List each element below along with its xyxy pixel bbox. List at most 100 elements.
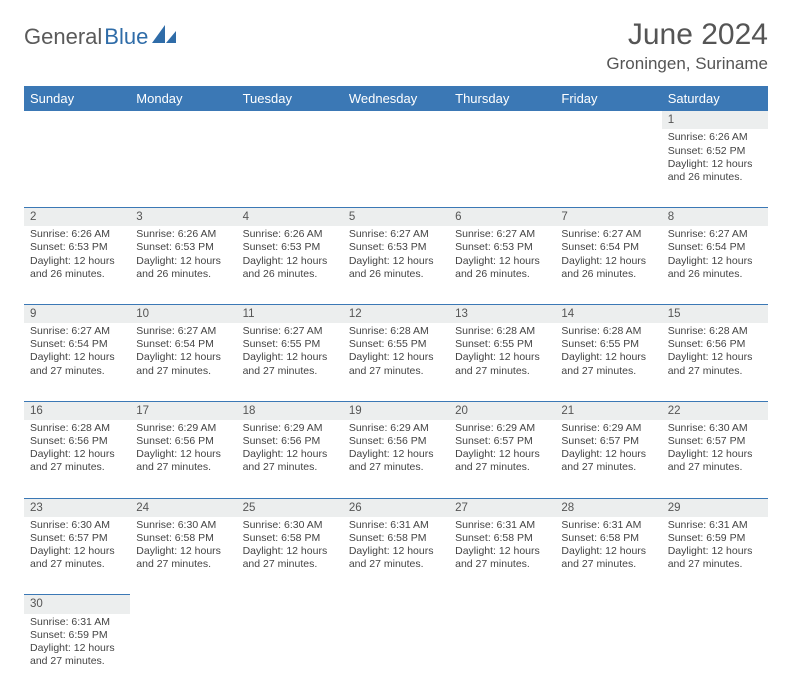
sunrise-text: Sunrise: 6:30 AM bbox=[136, 519, 230, 532]
daylight-text: Daylight: 12 hours and 26 minutes. bbox=[455, 255, 549, 281]
day-body-cell: Sunrise: 6:29 AMSunset: 6:56 PMDaylight:… bbox=[130, 420, 236, 498]
sunset-text: Sunset: 6:58 PM bbox=[243, 532, 337, 545]
daynum-row: 1 bbox=[24, 111, 768, 129]
daylight-text: Daylight: 12 hours and 27 minutes. bbox=[136, 448, 230, 474]
sunset-text: Sunset: 6:56 PM bbox=[136, 435, 230, 448]
day-body-cell: Sunrise: 6:27 AMSunset: 6:55 PMDaylight:… bbox=[237, 323, 343, 401]
daylight-text: Daylight: 12 hours and 27 minutes. bbox=[30, 545, 124, 571]
daylight-text: Daylight: 12 hours and 26 minutes. bbox=[243, 255, 337, 281]
daylight-text: Daylight: 12 hours and 27 minutes. bbox=[349, 448, 443, 474]
day-body-cell: Sunrise: 6:28 AMSunset: 6:55 PMDaylight:… bbox=[343, 323, 449, 401]
daylight-text: Daylight: 12 hours and 27 minutes. bbox=[455, 351, 549, 377]
sunrise-text: Sunrise: 6:29 AM bbox=[136, 422, 230, 435]
day-number-cell: 27 bbox=[449, 498, 555, 517]
day-body-cell: Sunrise: 6:28 AMSunset: 6:55 PMDaylight:… bbox=[449, 323, 555, 401]
daynum-row: 23242526272829 bbox=[24, 498, 768, 517]
day-number-cell: 6 bbox=[449, 207, 555, 226]
sunset-text: Sunset: 6:58 PM bbox=[136, 532, 230, 545]
daylight-text: Daylight: 12 hours and 27 minutes. bbox=[455, 545, 549, 571]
location-label: Groningen, Suriname bbox=[606, 54, 768, 74]
day-number-cell bbox=[449, 111, 555, 129]
col-wednesday: Wednesday bbox=[343, 86, 449, 111]
daylight-text: Daylight: 12 hours and 26 minutes. bbox=[349, 255, 443, 281]
sunrise-text: Sunrise: 6:31 AM bbox=[349, 519, 443, 532]
day-body-cell: Sunrise: 6:29 AMSunset: 6:57 PMDaylight:… bbox=[555, 420, 661, 498]
sunset-text: Sunset: 6:59 PM bbox=[668, 532, 762, 545]
day-number-cell: 20 bbox=[449, 401, 555, 420]
day-body-cell: Sunrise: 6:29 AMSunset: 6:57 PMDaylight:… bbox=[449, 420, 555, 498]
day-number-cell bbox=[237, 111, 343, 129]
sunset-text: Sunset: 6:56 PM bbox=[30, 435, 124, 448]
daylight-text: Daylight: 12 hours and 27 minutes. bbox=[136, 351, 230, 377]
day-body-cell: Sunrise: 6:30 AMSunset: 6:57 PMDaylight:… bbox=[24, 517, 130, 595]
day-number-cell: 3 bbox=[130, 207, 236, 226]
day-body-cell bbox=[343, 129, 449, 207]
daylight-text: Daylight: 12 hours and 27 minutes. bbox=[455, 448, 549, 474]
day-number-cell bbox=[449, 595, 555, 614]
day-body-cell: Sunrise: 6:30 AMSunset: 6:58 PMDaylight:… bbox=[237, 517, 343, 595]
daylight-text: Daylight: 12 hours and 27 minutes. bbox=[30, 351, 124, 377]
sunset-text: Sunset: 6:55 PM bbox=[349, 338, 443, 351]
daylight-text: Daylight: 12 hours and 26 minutes. bbox=[136, 255, 230, 281]
day-body-cell bbox=[662, 614, 768, 692]
day-body-cell: Sunrise: 6:26 AMSunset: 6:52 PMDaylight:… bbox=[662, 129, 768, 207]
sunset-text: Sunset: 6:58 PM bbox=[349, 532, 443, 545]
sunrise-text: Sunrise: 6:28 AM bbox=[30, 422, 124, 435]
sunrise-text: Sunrise: 6:26 AM bbox=[136, 228, 230, 241]
day-number-cell bbox=[237, 595, 343, 614]
sunset-text: Sunset: 6:53 PM bbox=[349, 241, 443, 254]
day-number-cell: 17 bbox=[130, 401, 236, 420]
sunset-text: Sunset: 6:53 PM bbox=[243, 241, 337, 254]
day-number-cell: 9 bbox=[24, 304, 130, 323]
sunrise-text: Sunrise: 6:28 AM bbox=[561, 325, 655, 338]
sunset-text: Sunset: 6:54 PM bbox=[136, 338, 230, 351]
day-number-cell bbox=[555, 111, 661, 129]
day-number-cell bbox=[130, 595, 236, 614]
day-number-cell: 4 bbox=[237, 207, 343, 226]
sunset-text: Sunset: 6:56 PM bbox=[349, 435, 443, 448]
sunrise-text: Sunrise: 6:27 AM bbox=[136, 325, 230, 338]
sunrise-text: Sunrise: 6:29 AM bbox=[455, 422, 549, 435]
sunset-text: Sunset: 6:55 PM bbox=[243, 338, 337, 351]
day-number-cell: 11 bbox=[237, 304, 343, 323]
sunrise-text: Sunrise: 6:27 AM bbox=[668, 228, 762, 241]
sunset-text: Sunset: 6:54 PM bbox=[30, 338, 124, 351]
daylight-text: Daylight: 12 hours and 27 minutes. bbox=[349, 545, 443, 571]
sunrise-text: Sunrise: 6:31 AM bbox=[561, 519, 655, 532]
day-body-cell bbox=[130, 129, 236, 207]
col-friday: Friday bbox=[555, 86, 661, 111]
sunset-text: Sunset: 6:59 PM bbox=[30, 629, 124, 642]
month-title: June 2024 bbox=[606, 18, 768, 52]
sunset-text: Sunset: 6:55 PM bbox=[455, 338, 549, 351]
day-body-cell bbox=[449, 129, 555, 207]
sunrise-text: Sunrise: 6:27 AM bbox=[561, 228, 655, 241]
day-number-cell: 1 bbox=[662, 111, 768, 129]
daylight-text: Daylight: 12 hours and 27 minutes. bbox=[349, 351, 443, 377]
page-header: General Blue June 2024 Groningen, Surina… bbox=[24, 18, 768, 74]
daylight-text: Daylight: 12 hours and 26 minutes. bbox=[30, 255, 124, 281]
day-body-cell: Sunrise: 6:30 AMSunset: 6:57 PMDaylight:… bbox=[662, 420, 768, 498]
day-body-cell bbox=[237, 129, 343, 207]
day-body-cell: Sunrise: 6:27 AMSunset: 6:54 PMDaylight:… bbox=[24, 323, 130, 401]
sunrise-text: Sunrise: 6:29 AM bbox=[561, 422, 655, 435]
daylight-text: Daylight: 12 hours and 27 minutes. bbox=[561, 351, 655, 377]
daylight-text: Daylight: 12 hours and 26 minutes. bbox=[561, 255, 655, 281]
calendar-body: 1Sunrise: 6:26 AMSunset: 6:52 PMDaylight… bbox=[24, 111, 768, 692]
sunrise-text: Sunrise: 6:28 AM bbox=[668, 325, 762, 338]
sunrise-text: Sunrise: 6:26 AM bbox=[30, 228, 124, 241]
day-body-cell: Sunrise: 6:28 AMSunset: 6:56 PMDaylight:… bbox=[24, 420, 130, 498]
content-row: Sunrise: 6:26 AMSunset: 6:53 PMDaylight:… bbox=[24, 226, 768, 304]
sunrise-text: Sunrise: 6:27 AM bbox=[243, 325, 337, 338]
sunset-text: Sunset: 6:57 PM bbox=[561, 435, 655, 448]
day-number-cell: 8 bbox=[662, 207, 768, 226]
day-body-cell bbox=[555, 129, 661, 207]
content-row: Sunrise: 6:28 AMSunset: 6:56 PMDaylight:… bbox=[24, 420, 768, 498]
content-row: Sunrise: 6:30 AMSunset: 6:57 PMDaylight:… bbox=[24, 517, 768, 595]
col-tuesday: Tuesday bbox=[237, 86, 343, 111]
sunset-text: Sunset: 6:53 PM bbox=[455, 241, 549, 254]
day-number-cell: 14 bbox=[555, 304, 661, 323]
day-body-cell: Sunrise: 6:26 AMSunset: 6:53 PMDaylight:… bbox=[237, 226, 343, 304]
sunrise-text: Sunrise: 6:27 AM bbox=[30, 325, 124, 338]
day-number-cell: 18 bbox=[237, 401, 343, 420]
day-number-cell: 23 bbox=[24, 498, 130, 517]
